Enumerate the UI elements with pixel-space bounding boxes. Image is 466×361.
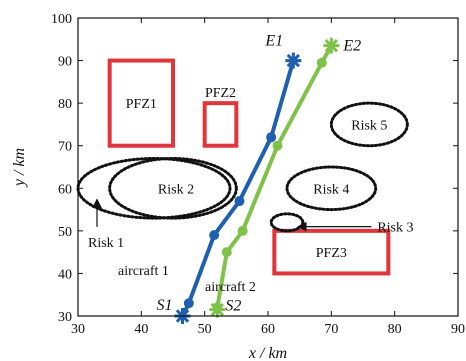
risk-2-label: Risk 2 bbox=[158, 182, 194, 197]
x-axis-label: x / km bbox=[248, 345, 287, 361]
pfz2-label: PFZ2 bbox=[205, 86, 236, 101]
series-aircraft-1-start-label: S1 bbox=[157, 297, 173, 314]
series-aircraft-1-line bbox=[180, 60, 296, 317]
risk-1-zone bbox=[76, 156, 232, 220]
series-aircraft-2-end-label: E2 bbox=[342, 38, 361, 55]
risk-5-zone bbox=[329, 101, 409, 148]
y-tick-label: 30 bbox=[58, 310, 72, 325]
y-tick-label: 60 bbox=[58, 182, 72, 197]
zones-layer: PFZ1 PFZ2 PFZ3 Risk 2 Risk 4 Risk 5 bbox=[76, 58, 409, 276]
series-layer: S1 E1 aircraft 1 S2 E2 aircraft 2 bbox=[118, 33, 361, 324]
y-tick-label: 40 bbox=[58, 267, 72, 282]
pfz2-zone bbox=[202, 101, 239, 148]
series-aircraft-2-point bbox=[221, 247, 232, 258]
x-tick-label: 70 bbox=[324, 322, 338, 337]
pfz1-label: PFZ1 bbox=[126, 97, 157, 112]
series-aircraft-2-point bbox=[237, 225, 248, 236]
x-tick-label: 50 bbox=[198, 322, 212, 337]
series-aircraft-2-start-label: S2 bbox=[225, 298, 241, 315]
series-aircraft-1-name-label: aircraft 1 bbox=[118, 264, 169, 279]
risk-3-annotation-label: Risk 3 bbox=[377, 221, 413, 236]
series-aircraft-2-star-center bbox=[213, 305, 222, 314]
risk-3-zone bbox=[269, 212, 305, 233]
y-tick-label: 90 bbox=[58, 55, 72, 70]
series-aircraft-1-point bbox=[209, 230, 220, 241]
series-aircraft-1-star-center bbox=[289, 56, 298, 65]
series-aircraft-1-point bbox=[266, 132, 277, 143]
x-tick-label: 80 bbox=[388, 322, 402, 337]
series-aircraft-1-point bbox=[234, 196, 245, 207]
x-tick-label: 30 bbox=[71, 322, 85, 337]
risk-1-annotation-label: Risk 1 bbox=[88, 236, 124, 251]
y-tick-label: 100 bbox=[51, 12, 72, 27]
x-tick-label: 40 bbox=[134, 322, 148, 337]
x-tick-label: 90 bbox=[451, 322, 465, 337]
y-tick-label: 70 bbox=[58, 140, 72, 155]
series-aircraft-2-name-label: aircraft 2 bbox=[205, 280, 256, 295]
series-aircraft-2-point bbox=[272, 140, 283, 151]
series-aircraft-1-end-label: E1 bbox=[264, 33, 283, 50]
risk-4-zone bbox=[285, 165, 378, 212]
risk-4-label: Risk 4 bbox=[313, 182, 349, 197]
series-aircraft-2-point bbox=[316, 57, 327, 68]
pfz3-label: PFZ3 bbox=[316, 246, 347, 261]
pfz3-zone bbox=[272, 228, 391, 276]
y-tick-label: 50 bbox=[58, 225, 72, 240]
y-axis-label: y / km bbox=[11, 148, 28, 188]
series-aircraft-2-star-center bbox=[327, 41, 336, 50]
axes-layer: 30 40 50 60 70 80 90 30 40 50 60 70 80 90 100 x / km y /… bbox=[11, 12, 465, 361]
risk-2-zone bbox=[108, 156, 238, 220]
series-aircraft-1-point bbox=[183, 298, 194, 309]
series-aircraft-1-end-marker bbox=[285, 52, 302, 69]
x-tick-label: 60 bbox=[261, 322, 275, 337]
annotations-layer: Risk 1 Risk 3 bbox=[88, 198, 414, 251]
pfz1-zone bbox=[107, 58, 175, 148]
series-aircraft-2-start-marker bbox=[209, 301, 226, 318]
series-aircraft-2-end-marker bbox=[323, 37, 340, 54]
y-tick-label: 80 bbox=[58, 97, 72, 112]
risk-5-label: Risk 5 bbox=[351, 118, 387, 133]
